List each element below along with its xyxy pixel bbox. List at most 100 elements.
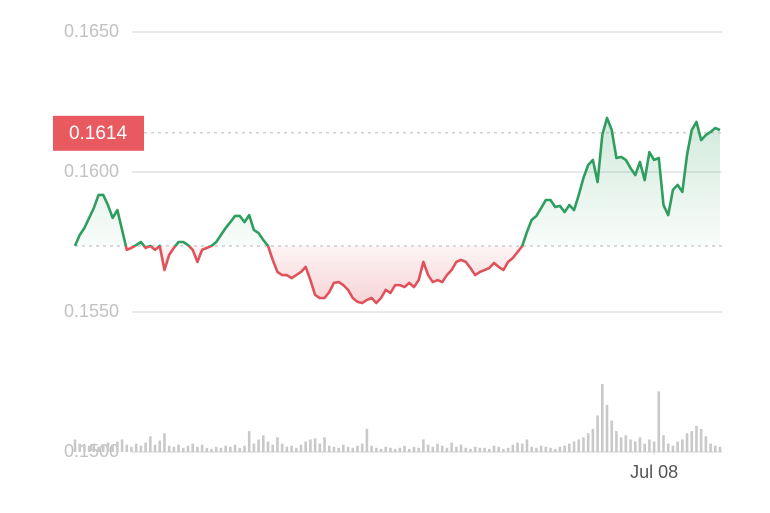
volume-bar xyxy=(591,428,595,452)
volume-bar xyxy=(610,420,614,452)
volume-bar xyxy=(351,447,355,452)
volume-bar xyxy=(186,445,190,452)
volume-bar xyxy=(600,384,604,452)
volume-bar xyxy=(685,433,689,452)
volume-bar xyxy=(78,443,82,452)
volume-bar xyxy=(149,436,152,452)
volume-bar xyxy=(313,438,317,452)
volume-bar xyxy=(563,445,566,452)
volume-bar xyxy=(266,441,270,452)
volume-bar xyxy=(699,428,703,452)
volume-bar xyxy=(492,445,496,452)
volume-bar xyxy=(502,448,505,452)
volume-bar xyxy=(709,443,712,452)
volume-bar xyxy=(478,447,482,452)
volume-bar xyxy=(247,431,251,452)
volume-bar xyxy=(233,444,237,452)
volume-bar xyxy=(436,443,439,452)
volume-bar xyxy=(681,439,684,452)
volume-bar xyxy=(695,425,698,452)
volume-bar xyxy=(633,441,637,452)
volume-bar xyxy=(177,444,180,452)
volume-bar xyxy=(497,446,501,452)
volume-bar xyxy=(252,443,256,452)
volume-bar xyxy=(450,442,453,452)
volume-bar xyxy=(403,445,406,452)
volume-bar xyxy=(586,433,590,452)
volume-bar xyxy=(304,441,307,452)
volume-bar xyxy=(638,437,642,452)
x-tick-label: Jul 08 xyxy=(630,462,678,482)
volume-bar xyxy=(365,428,369,452)
price-line xyxy=(73,116,721,305)
volume-bar xyxy=(224,445,227,452)
volume-bar xyxy=(605,404,609,452)
volume-bar xyxy=(238,447,242,452)
volume-bar xyxy=(125,444,129,452)
volume-bar xyxy=(375,447,378,452)
volume-bar xyxy=(370,445,373,452)
volume-bar xyxy=(426,444,430,452)
volume-bar xyxy=(106,442,110,452)
volume-bar xyxy=(389,447,392,452)
last-price-label: 0.1614 xyxy=(69,123,128,144)
volume-bar xyxy=(346,446,350,452)
y-tick-label: 0.1500 xyxy=(64,441,119,461)
volume-bar xyxy=(379,448,383,452)
volume-bar xyxy=(134,443,138,452)
volume-bar xyxy=(356,445,359,452)
volume-bar xyxy=(219,447,223,452)
volume-bar xyxy=(200,444,204,452)
volume-bar xyxy=(139,445,143,452)
volume-bar xyxy=(196,446,199,452)
volume-bar xyxy=(422,439,425,452)
volume-bar xyxy=(657,391,661,452)
volume-bar xyxy=(73,439,77,452)
volume-bar xyxy=(539,445,543,452)
volume-bar xyxy=(210,448,213,452)
y-tick-label: 0.1650 xyxy=(64,21,119,41)
volume-bar xyxy=(488,448,491,452)
volume-bar xyxy=(577,439,581,452)
volume-bar xyxy=(615,431,618,452)
volume-bar xyxy=(87,445,91,452)
volume-bar xyxy=(643,443,646,452)
volume-bar xyxy=(393,448,397,452)
volume-bar xyxy=(342,444,345,452)
volume-bar xyxy=(704,436,708,452)
volume-bar xyxy=(483,447,486,452)
volume-bar xyxy=(455,446,458,452)
volume-bar xyxy=(464,447,468,452)
volume-bar xyxy=(294,447,298,452)
last-price-badge xyxy=(53,115,144,151)
volume-bar xyxy=(229,446,232,452)
volume-bar xyxy=(360,443,364,452)
volume-bar xyxy=(666,443,670,452)
volume-bar xyxy=(690,431,694,452)
volume-bar xyxy=(525,439,529,452)
volume-bar xyxy=(516,442,519,452)
volume-bar xyxy=(318,443,322,452)
volume-bar xyxy=(205,447,209,452)
volume-bar xyxy=(582,437,585,452)
volume-bar xyxy=(167,445,171,452)
volume-bar xyxy=(181,447,185,452)
volume-bar xyxy=(271,444,275,452)
volume-bar xyxy=(116,441,119,452)
volume-bar xyxy=(299,444,303,452)
volume-bar xyxy=(153,444,157,452)
y-tick-label: 0.1550 xyxy=(64,301,119,321)
volume-bar xyxy=(652,441,656,452)
volume-bar xyxy=(469,448,472,452)
volume-bar xyxy=(431,446,435,452)
volume-bar xyxy=(243,445,246,452)
volume-bar xyxy=(214,446,218,452)
volume-bar xyxy=(535,447,538,452)
volume-bar xyxy=(309,439,312,452)
volume-bar xyxy=(257,439,260,452)
volume-bar xyxy=(407,448,411,452)
volume-bar xyxy=(511,444,515,452)
volume-bar xyxy=(327,445,331,452)
